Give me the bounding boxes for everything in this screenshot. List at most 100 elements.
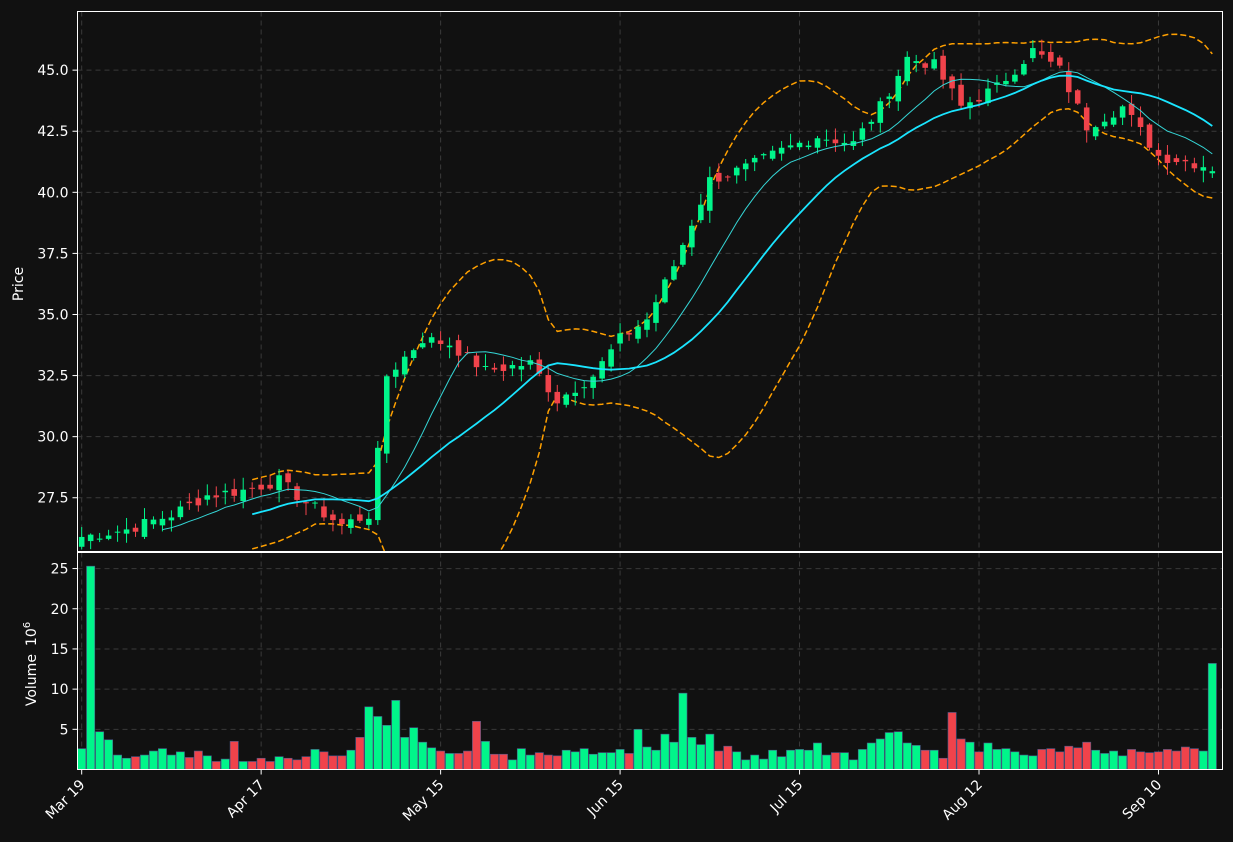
volume-bar xyxy=(274,756,284,770)
candle xyxy=(392,362,399,388)
candle xyxy=(123,517,130,543)
candle xyxy=(545,364,552,402)
volume-bar xyxy=(1154,751,1163,770)
volume-bar xyxy=(615,749,625,770)
volume-bar xyxy=(570,751,580,770)
candle-body xyxy=(823,139,830,141)
volume-bar xyxy=(445,753,455,770)
candle xyxy=(509,360,516,377)
volume-bar xyxy=(687,737,697,770)
volume-bar xyxy=(992,749,1002,770)
volume-bar xyxy=(911,745,921,770)
candle xyxy=(698,193,704,224)
candle xyxy=(680,242,686,267)
volume-bar xyxy=(140,754,149,770)
candle-body xyxy=(1056,57,1063,66)
volume-bar xyxy=(86,565,96,770)
candle-body xyxy=(437,340,444,344)
candle-body xyxy=(1021,63,1027,75)
volume-bar xyxy=(714,750,724,770)
volume-bar xyxy=(256,757,266,770)
candle-body xyxy=(1155,149,1162,156)
candle xyxy=(1155,143,1162,166)
candle xyxy=(276,468,282,503)
candle-body xyxy=(294,486,300,500)
candle-body xyxy=(913,61,919,63)
volume-bar xyxy=(490,753,499,770)
candle xyxy=(653,294,659,332)
candle xyxy=(823,129,830,147)
volume-bar xyxy=(839,752,849,770)
candle-body xyxy=(428,337,435,343)
candle-body xyxy=(662,279,668,303)
volume-bar xyxy=(750,754,760,770)
candle xyxy=(1200,155,1207,183)
candle xyxy=(1164,145,1171,175)
candle xyxy=(1048,43,1054,68)
volume-bar xyxy=(1172,750,1181,770)
volume-y-axis-ticks: 5 10 15 20 25 xyxy=(51,562,78,738)
candle-body xyxy=(1128,103,1135,115)
candle-body xyxy=(500,364,507,371)
candle-body xyxy=(419,343,426,348)
candle-body xyxy=(141,519,148,537)
candle-body xyxy=(348,519,354,528)
volume-bar xyxy=(651,749,661,770)
volume-bar xyxy=(1064,745,1074,770)
volume-bar xyxy=(1163,749,1172,770)
volume-bar xyxy=(795,749,804,770)
candle-body xyxy=(321,506,327,518)
candle xyxy=(590,374,596,399)
volume-bar xyxy=(920,749,930,770)
volume-bar xyxy=(1180,746,1190,770)
volume-bar xyxy=(409,727,419,770)
volume-bar xyxy=(454,753,463,770)
volume-bar xyxy=(884,732,894,770)
candlestick-series xyxy=(78,39,1216,550)
candle xyxy=(805,140,812,150)
volume-bar xyxy=(1127,749,1136,770)
volume-bar xyxy=(122,757,131,770)
volume-bar xyxy=(463,750,472,770)
slow-moving-average-line xyxy=(251,74,1213,516)
candle xyxy=(482,354,489,371)
volume-bar xyxy=(938,757,948,770)
candle-body xyxy=(168,517,175,521)
candle xyxy=(186,493,193,510)
volume-bar xyxy=(436,750,446,770)
candle xyxy=(500,356,507,381)
volume-bar xyxy=(777,756,787,770)
candle xyxy=(1003,72,1009,87)
volume-bar xyxy=(355,737,365,770)
candle xyxy=(231,478,238,502)
candle xyxy=(662,277,668,304)
volume-bar xyxy=(319,751,329,770)
candle xyxy=(626,331,632,341)
candle xyxy=(904,51,911,86)
candle-body xyxy=(698,204,704,221)
candle xyxy=(796,140,803,151)
candle-body xyxy=(572,392,578,396)
candle-body xyxy=(581,387,587,389)
candle-body xyxy=(554,391,561,404)
candle xyxy=(1074,88,1081,105)
candle-body xyxy=(132,527,139,532)
volume-tick-label: 20 xyxy=(51,602,69,618)
candle-body xyxy=(742,163,749,170)
candle-body xyxy=(482,365,489,367)
volume-bar xyxy=(391,700,401,770)
candle xyxy=(931,51,937,70)
candle xyxy=(733,165,740,184)
volume-bar xyxy=(202,755,212,770)
volume-bar xyxy=(1055,751,1065,770)
volume-bar xyxy=(1145,752,1154,770)
volume-bar xyxy=(561,749,571,770)
volume-bar xyxy=(1037,749,1047,770)
volume-bar xyxy=(507,759,517,770)
volume-tick-label: 5 xyxy=(60,722,69,738)
volume-bar xyxy=(310,749,320,770)
candle-body xyxy=(267,484,273,489)
candle-body xyxy=(716,172,722,182)
candle-body xyxy=(724,176,731,178)
candle xyxy=(132,523,139,537)
